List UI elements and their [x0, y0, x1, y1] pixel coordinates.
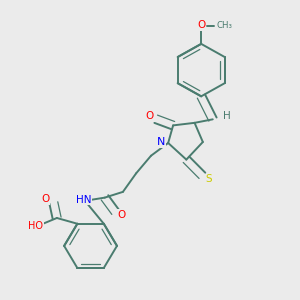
Text: O: O: [146, 111, 154, 121]
Text: N: N: [157, 137, 165, 147]
Text: O: O: [118, 210, 126, 220]
Text: CH₃: CH₃: [216, 21, 232, 30]
Text: HN: HN: [76, 194, 91, 205]
Text: O: O: [41, 194, 50, 204]
Text: HO: HO: [28, 221, 43, 231]
Text: O: O: [197, 20, 205, 30]
Text: S: S: [206, 174, 212, 184]
Text: H: H: [223, 111, 230, 121]
